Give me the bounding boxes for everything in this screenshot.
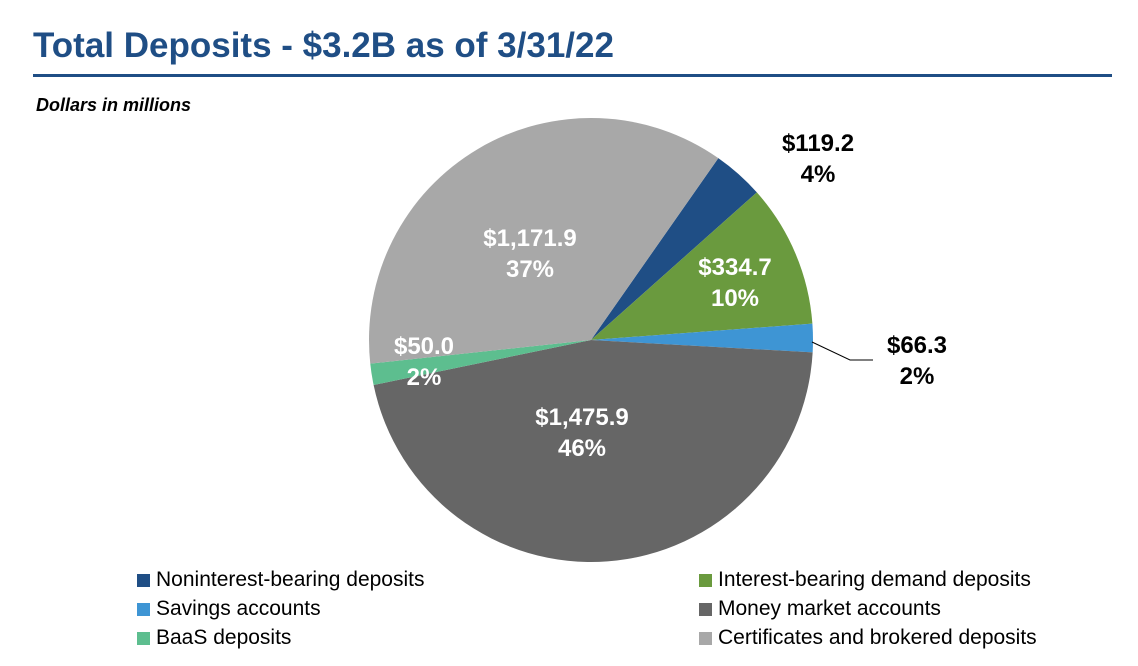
data-label-percent: 37%: [506, 256, 554, 283]
leader-line: [811, 341, 873, 361]
pie-slice-interest-bearing-demand-deposits: [591, 192, 813, 340]
data-label-percent: 46%: [558, 435, 606, 462]
legend-item: Noninterest-bearing deposits: [137, 568, 425, 592]
pie-slice-noninterest-bearing-deposits: [591, 158, 757, 340]
legend-item: Money market accounts: [699, 597, 941, 621]
legend-item: Certificates and brokered deposits: [699, 626, 1037, 650]
legend-item: Savings accounts: [137, 597, 321, 621]
legend-label: Noninterest-bearing deposits: [156, 568, 425, 591]
data-label-value: $1,475.9: [535, 404, 628, 431]
legend-item: BaaS deposits: [137, 626, 291, 650]
legend-label: Money market accounts: [718, 597, 941, 620]
pie-slice-money-market-accounts: [373, 340, 813, 563]
data-label-value: $50.0: [394, 333, 454, 360]
data-label-value: $119.2: [782, 130, 854, 157]
data-label-percent: 4%: [801, 161, 836, 188]
legend-label: Savings accounts: [156, 597, 321, 620]
data-label-value: $1,171.9: [483, 225, 576, 252]
legend-label: BaaS deposits: [156, 626, 292, 649]
legend-swatch: [699, 602, 712, 616]
legend-swatch: [137, 631, 150, 645]
title-underline: [33, 74, 1112, 77]
legend-swatch: [137, 573, 150, 587]
legend-swatch: [699, 631, 712, 645]
data-label-value: $66.3: [887, 332, 947, 359]
data-label-percent: 10%: [711, 285, 759, 312]
legend-label: Interest-bearing demand deposits: [718, 568, 1031, 591]
pie-slice-baas-deposits: [370, 340, 591, 385]
units-subtitle: Dollars in millions: [36, 95, 192, 115]
legend-swatch: [699, 573, 712, 587]
data-label-percent: 2%: [900, 363, 935, 390]
page-title: Total Deposits - $3.2B as of 3/31/22: [33, 26, 614, 65]
pie-slice-certificates-and-brokered-deposits: [369, 117, 719, 364]
data-label-value: $334.7: [698, 254, 771, 281]
legend-swatch: [137, 602, 150, 616]
legend-label: Certificates and brokered deposits: [718, 626, 1037, 649]
data-label-percent: 2%: [407, 364, 442, 391]
legend-item: Interest-bearing demand deposits: [699, 568, 1031, 592]
pie-slice-savings-accounts: [591, 323, 813, 353]
